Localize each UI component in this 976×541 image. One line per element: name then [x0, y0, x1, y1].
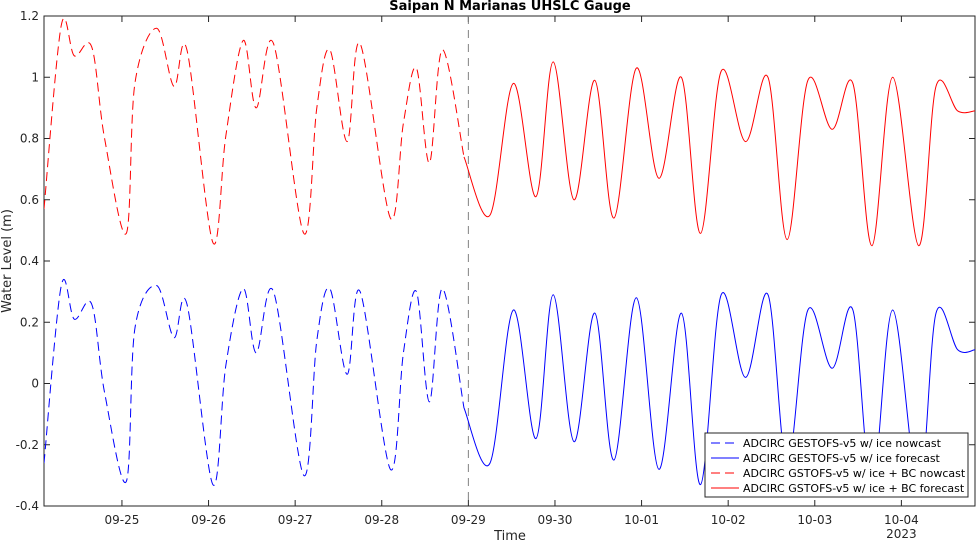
chart-title: Saipan N Marianas UHSLC Gauge: [389, 0, 631, 14]
x-tick-label: 10-03: [797, 513, 832, 527]
plot-area: -0.4 -0.2 0 0.2 0.4 0.6 0.8 1 1.2 09-25 09-26 09-27…: [16, 9, 976, 541]
y-tick-label: 0.8: [20, 132, 39, 146]
x-tick-label: 09-26: [191, 513, 226, 527]
x-tick-label: 10-04: [884, 513, 919, 527]
y-axis-title: Water Level (m): [0, 209, 15, 313]
x-tick-label: 09-30: [538, 513, 573, 527]
legend-box: [704, 432, 969, 498]
series-line-3: [44, 17, 465, 245]
x-tick-label: 09-28: [364, 513, 399, 527]
x-tick-label: 09-27: [278, 513, 313, 527]
y-tick-label: 1.2: [20, 9, 39, 23]
legend-label-1: ADCIRC GESTOFS-v5 w/ ice nowcast: [743, 437, 942, 450]
x-tick-label: 09-29: [451, 513, 486, 527]
legend-label-2: ADCIRC GESTOFS-v5 w/ ice forecast: [743, 452, 941, 465]
legend-label-4: ADCIRC GSTOFS-v5 w/ ice + BC forecast: [743, 482, 965, 495]
y-tick-label: 0.2: [20, 315, 39, 329]
series-line-4: [463, 61, 975, 247]
y-tick-label: 0.6: [20, 193, 39, 207]
y-tick-label: 1: [31, 70, 39, 84]
x-year-label: 2023: [886, 527, 917, 541]
series-line-2: [463, 292, 975, 492]
x-tick-label: 09-25: [105, 513, 140, 527]
x-tick-label: 10-01: [624, 513, 659, 527]
y-tick-label: 0: [31, 377, 39, 391]
x-tick-label: 10-02: [711, 513, 746, 527]
y-tick-label: -0.4: [16, 499, 39, 513]
series-line-1: [44, 278, 465, 486]
legend: ADCIRC GESTOFS-v5 w/ ice nowcast ADCIRC G…: [704, 432, 969, 498]
y-tick-label: 0.4: [20, 254, 39, 268]
y-tick-label: -0.2: [16, 438, 39, 452]
legend-label-3: ADCIRC GSTOFS-v5 w/ ice + BC nowcast: [743, 467, 966, 480]
x-axis-title: Time: [493, 529, 526, 541]
